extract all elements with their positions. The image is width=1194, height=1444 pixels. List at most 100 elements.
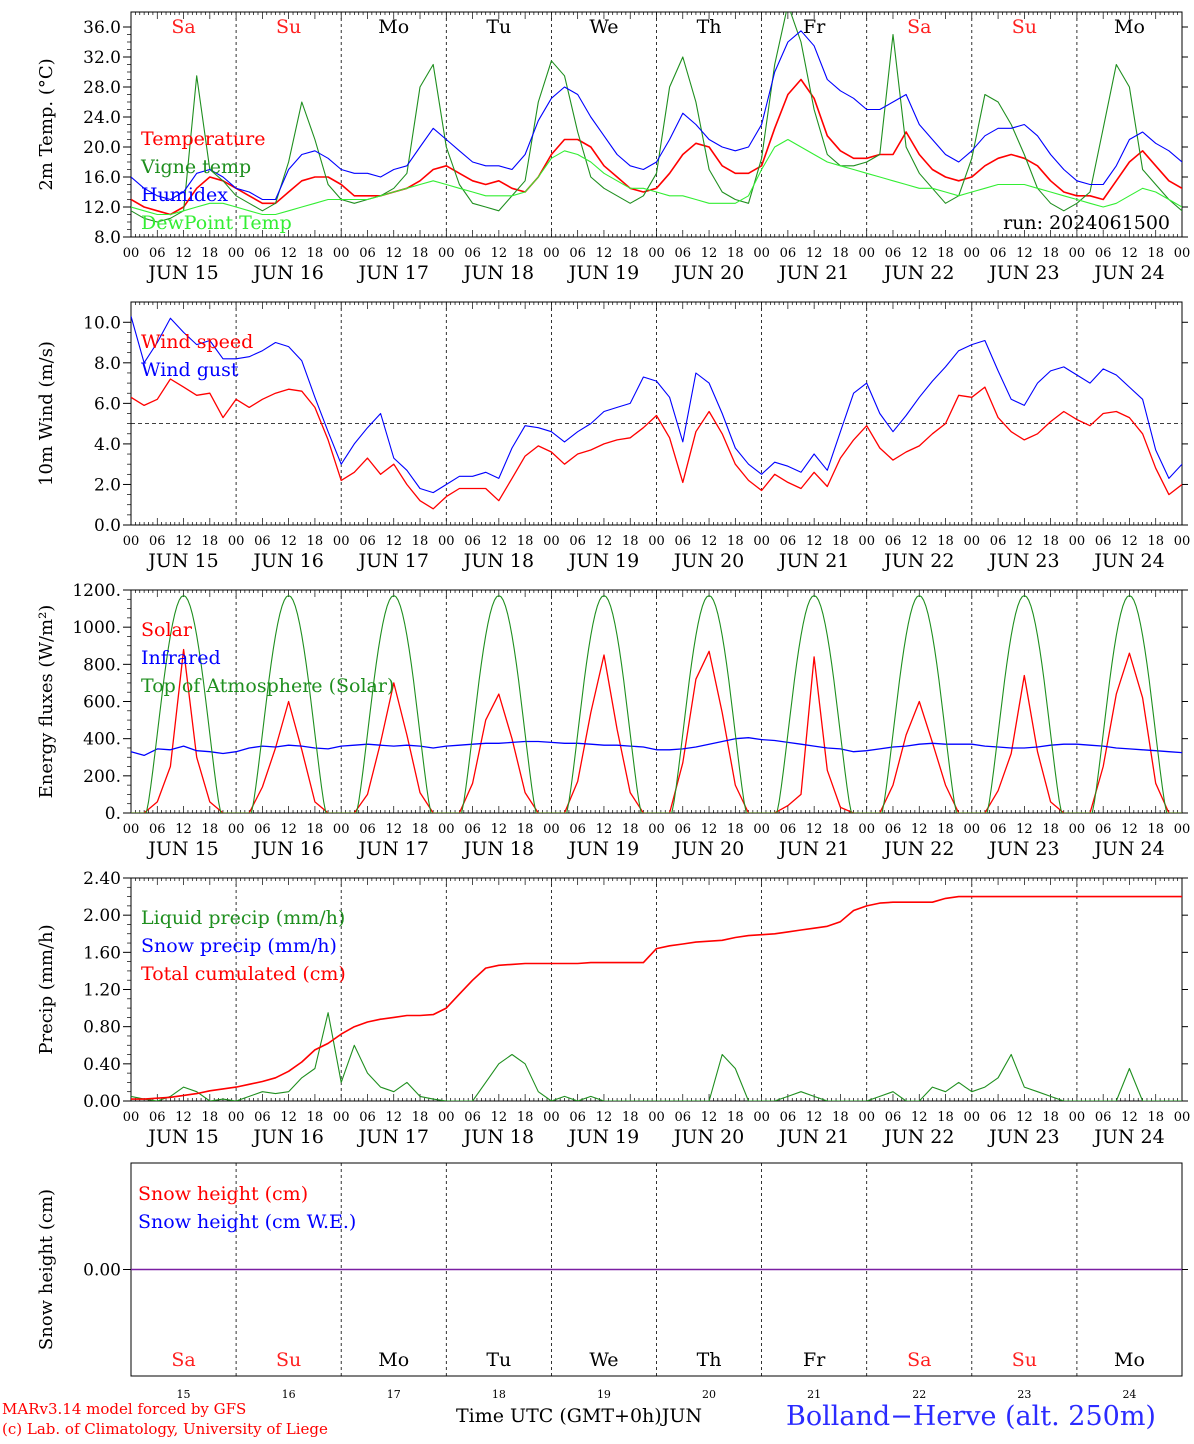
hour-tick-label: 06 [569,534,586,549]
y-tick-label: 800. [83,655,121,675]
hour-tick-label: 12 [175,1110,192,1125]
hour-tick-label: 06 [885,246,902,261]
hour-tick-label: 18 [1042,534,1059,549]
hour-tick-label: 06 [1095,822,1112,837]
date-label: JUN 18 [462,1126,534,1148]
date-label: JUN 16 [251,550,323,572]
hour-tick-label: 18 [517,822,534,837]
hour-tick-label: 00 [333,534,350,549]
hour-tick-label: 06 [780,822,797,837]
date-label: JUN 20 [672,838,744,860]
weekday-label: Mo [378,16,409,38]
hour-tick-label: 06 [569,1110,586,1125]
y-tick-label: 10.0 [83,313,121,333]
hour-tick-label: 06 [569,822,586,837]
weekday-label: Sa [171,1349,195,1371]
hour-tick-label: 00 [123,534,140,549]
hour-tick-label: 06 [254,246,271,261]
date-label: JUN 16 [251,262,323,284]
hour-tick-label: 00 [964,534,981,549]
hour-tick-label: 06 [885,534,902,549]
hour-tick-label: 18 [412,534,429,549]
hour-tick-label: 00 [1174,246,1191,261]
y-tick-label: 0. [105,804,121,824]
hour-tick-label: 12 [385,534,402,549]
y-tick-label: 32.0 [83,48,121,68]
hour-tick-label: 12 [491,534,508,549]
y-tick-label: 1.60 [83,943,121,963]
hour-tick-label: 00 [1174,822,1191,837]
date-label: JUN 19 [567,550,639,572]
legend-entry: Top of Atmosphere (Solar) [141,675,394,697]
hour-tick-label: 06 [254,1110,271,1125]
legend-entry: Snow height (cm W.E.) [138,1211,356,1233]
y-tick-label: 28.0 [83,78,121,98]
hour-tick-label: 18 [832,1110,849,1125]
hour-tick-label: 18 [1042,246,1059,261]
weekday-label: Fr [803,16,826,38]
date-label: JUN 23 [987,550,1059,572]
hour-tick-label: 12 [701,246,718,261]
y-tick-label: 12.0 [83,198,121,218]
hour-tick-label: 12 [491,246,508,261]
station-name: Bolland−Herve (alt. 250m) [786,1401,1156,1432]
hour-tick-label: 18 [1147,1110,1164,1125]
hour-tick-label: 12 [806,246,823,261]
date-label: JUN 16 [251,1126,323,1148]
hour-tick-label: 18 [1147,822,1164,837]
hour-tick-label: 00 [753,246,770,261]
legend-entry: Infrared [141,647,221,669]
y-tick-label: 1000. [72,618,121,638]
hour-tick-label: 12 [1016,534,1033,549]
weekday-label: We [589,1349,618,1371]
date-label: JUN 24 [1092,1126,1164,1148]
hour-tick-label: 06 [149,246,166,261]
hour-tick-label: 18 [727,1110,744,1125]
panel-5: 0.00 Snow height (cm) Sa Su Mo Tu We Th Fr Sa Su Mo… [36,1162,1188,1401]
hour-tick-label: 06 [990,246,1007,261]
hour-tick-label: 18 [832,822,849,837]
hour-tick-label: 00 [543,1110,560,1125]
series-line [131,595,1182,813]
date-label: JUN 21 [777,1126,849,1148]
hour-tick-label: 00 [858,534,875,549]
date-label: JUN 21 [777,550,849,572]
weekday-label: Tu [486,16,511,38]
hour-tick-label: 00 [1174,534,1191,549]
hour-tick-label: 06 [675,246,692,261]
hour-tick-label: 18 [517,246,534,261]
date-label: JUN 23 [987,1126,1059,1148]
hour-tick-label: 12 [596,246,613,261]
hour-tick-label: 06 [254,822,271,837]
panel-3: 00 06 12 18 00 06 12 18 00 06 12 18 00 06 12 18 00 06 12 18… [36,581,1191,860]
hour-tick-label: 12 [806,534,823,549]
hour-tick-label: 06 [464,246,481,261]
date-label: JUN 15 [146,262,218,284]
hour-tick-label: 12 [1121,822,1138,837]
legend-entry: Wind speed [141,331,253,353]
hour-tick-label: 12 [175,246,192,261]
date-label: JUN 18 [462,550,534,572]
hour-tick-label: 00 [543,534,560,549]
hour-tick-label: 06 [780,534,797,549]
y-tick-label: 8.0 [94,354,121,374]
hour-tick-label: 18 [622,822,639,837]
hour-tick-label: 00 [964,1110,981,1125]
hour-tick-label: 18 [727,534,744,549]
hour-tick-label: 06 [464,822,481,837]
hour-tick-label: 00 [648,1110,665,1125]
weekday-label: Su [1012,1349,1037,1371]
hour-tick-label: 12 [596,822,613,837]
date-label: JUN 15 [146,838,218,860]
day-number-label: 16 [282,1388,296,1401]
date-label: JUN 22 [882,1126,954,1148]
hour-tick-label: 06 [990,1110,1007,1125]
series-line [131,1012,1182,1101]
series-line [131,378,1182,510]
y-tick-label: 36.0 [83,18,121,38]
date-label: JUN 22 [882,550,954,572]
date-label: JUN 20 [672,262,744,284]
weekday-label: Su [276,1349,301,1371]
hour-tick-label: 00 [228,822,245,837]
